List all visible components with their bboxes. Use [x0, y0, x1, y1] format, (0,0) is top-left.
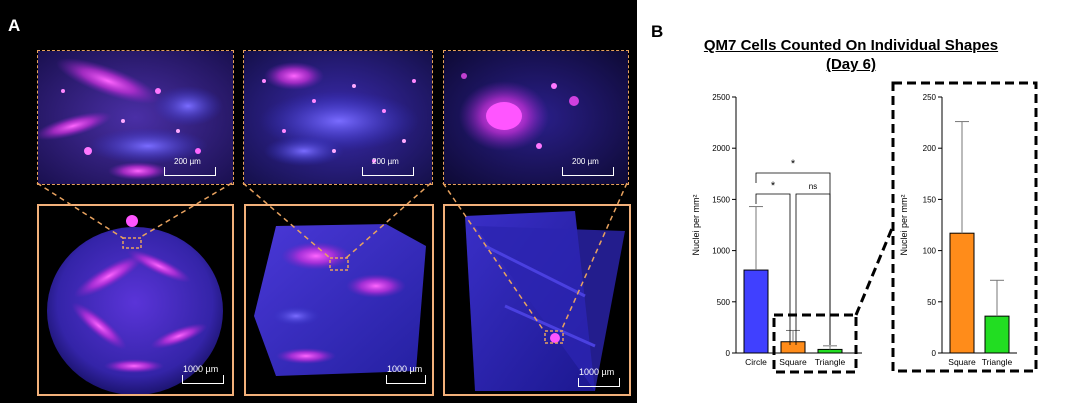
bar-triangle — [984, 315, 1010, 354]
y-axis-label: Nuclei per mm² — [691, 194, 701, 255]
y-tick-label: 100 — [923, 247, 937, 256]
y-tick-label: 150 — [923, 195, 937, 204]
zoom-connector-line — [854, 225, 895, 316]
scale-bar-label: 200 µm — [572, 157, 599, 166]
chart-title-line1: QM7 Cells Counted On Individual Shapes — [703, 37, 999, 54]
micrograph-zoom-square: 200 µm — [243, 50, 433, 185]
scale-bar — [578, 378, 620, 387]
significance-bracket — [795, 193, 831, 345]
micrograph-triangle-shape: 1000 µm — [443, 204, 631, 396]
bar-square — [949, 232, 975, 354]
scale-bar — [562, 167, 614, 176]
scale-bar-label: 1000 µm — [183, 364, 219, 374]
scale-bar — [386, 375, 426, 384]
y-tick-label: 2500 — [712, 93, 730, 102]
x-tick-label: Triangle — [982, 357, 1013, 367]
significance-label: * — [791, 158, 796, 170]
panel-b-label: B — [651, 22, 664, 41]
y-tick-label: 2000 — [712, 144, 730, 153]
micrograph-circle-shape: 1000 µm — [37, 204, 234, 396]
micrograph-zoom-circle-image — [38, 51, 233, 184]
y-tick-label: 50 — [927, 298, 936, 307]
significance-label: ns — [809, 182, 817, 191]
chart-title: QM7 Cells Counted On Individual Shapes (… — [637, 36, 1065, 74]
micrograph-square-image — [254, 224, 426, 376]
micrograph-square-shape: 1000 µm — [244, 204, 434, 396]
significance-bracket — [755, 193, 791, 345]
x-tick-label: Square — [948, 357, 976, 367]
scale-bar — [164, 167, 216, 176]
y-tick-label: 1500 — [712, 195, 730, 204]
y-axis-label: Nuclei per mm² — [899, 194, 909, 255]
scale-bar-label: 1000 µm — [387, 364, 423, 374]
inset-frame — [891, 81, 1038, 373]
y-tick-label: 1000 — [712, 247, 730, 256]
y-tick-label: 500 — [717, 298, 731, 307]
x-tick-label: Square — [779, 357, 807, 367]
scale-bar — [362, 167, 414, 176]
significance-label: * — [771, 180, 776, 192]
panel-a-label: A — [8, 16, 21, 35]
y-tick-label: 0 — [726, 349, 731, 358]
y-tick-label: 200 — [923, 144, 937, 153]
micrograph-zoom-triangle: 200 µm — [443, 50, 629, 185]
x-tick-label: Circle — [745, 357, 767, 367]
micrograph-zoom-triangle-image — [444, 51, 628, 184]
bar-triangle — [817, 348, 843, 354]
y-tick-label: 250 — [923, 93, 937, 102]
scale-bar-label: 200 µm — [372, 157, 399, 166]
micrograph-zoom-square-image — [244, 51, 432, 184]
panel-b: B QM7 Cells Counted On Individual Shapes… — [637, 0, 1065, 403]
scale-bar — [182, 375, 224, 384]
bar-square — [780, 341, 806, 354]
y-tick-label: 0 — [932, 349, 937, 358]
scale-bar-label: 200 µm — [174, 157, 201, 166]
x-tick-label: Triangle — [815, 357, 846, 367]
chart-title-line2: (Day 6) — [825, 56, 877, 73]
scale-bar-label: 1000 µm — [579, 367, 615, 377]
panel-a: A 200 µm — [0, 0, 637, 403]
bar-circle — [743, 269, 769, 354]
micrograph-circle-image — [47, 215, 223, 394]
micrograph-zoom-circle: 200 µm — [37, 50, 234, 185]
micrograph-triangle-image — [465, 211, 625, 391]
